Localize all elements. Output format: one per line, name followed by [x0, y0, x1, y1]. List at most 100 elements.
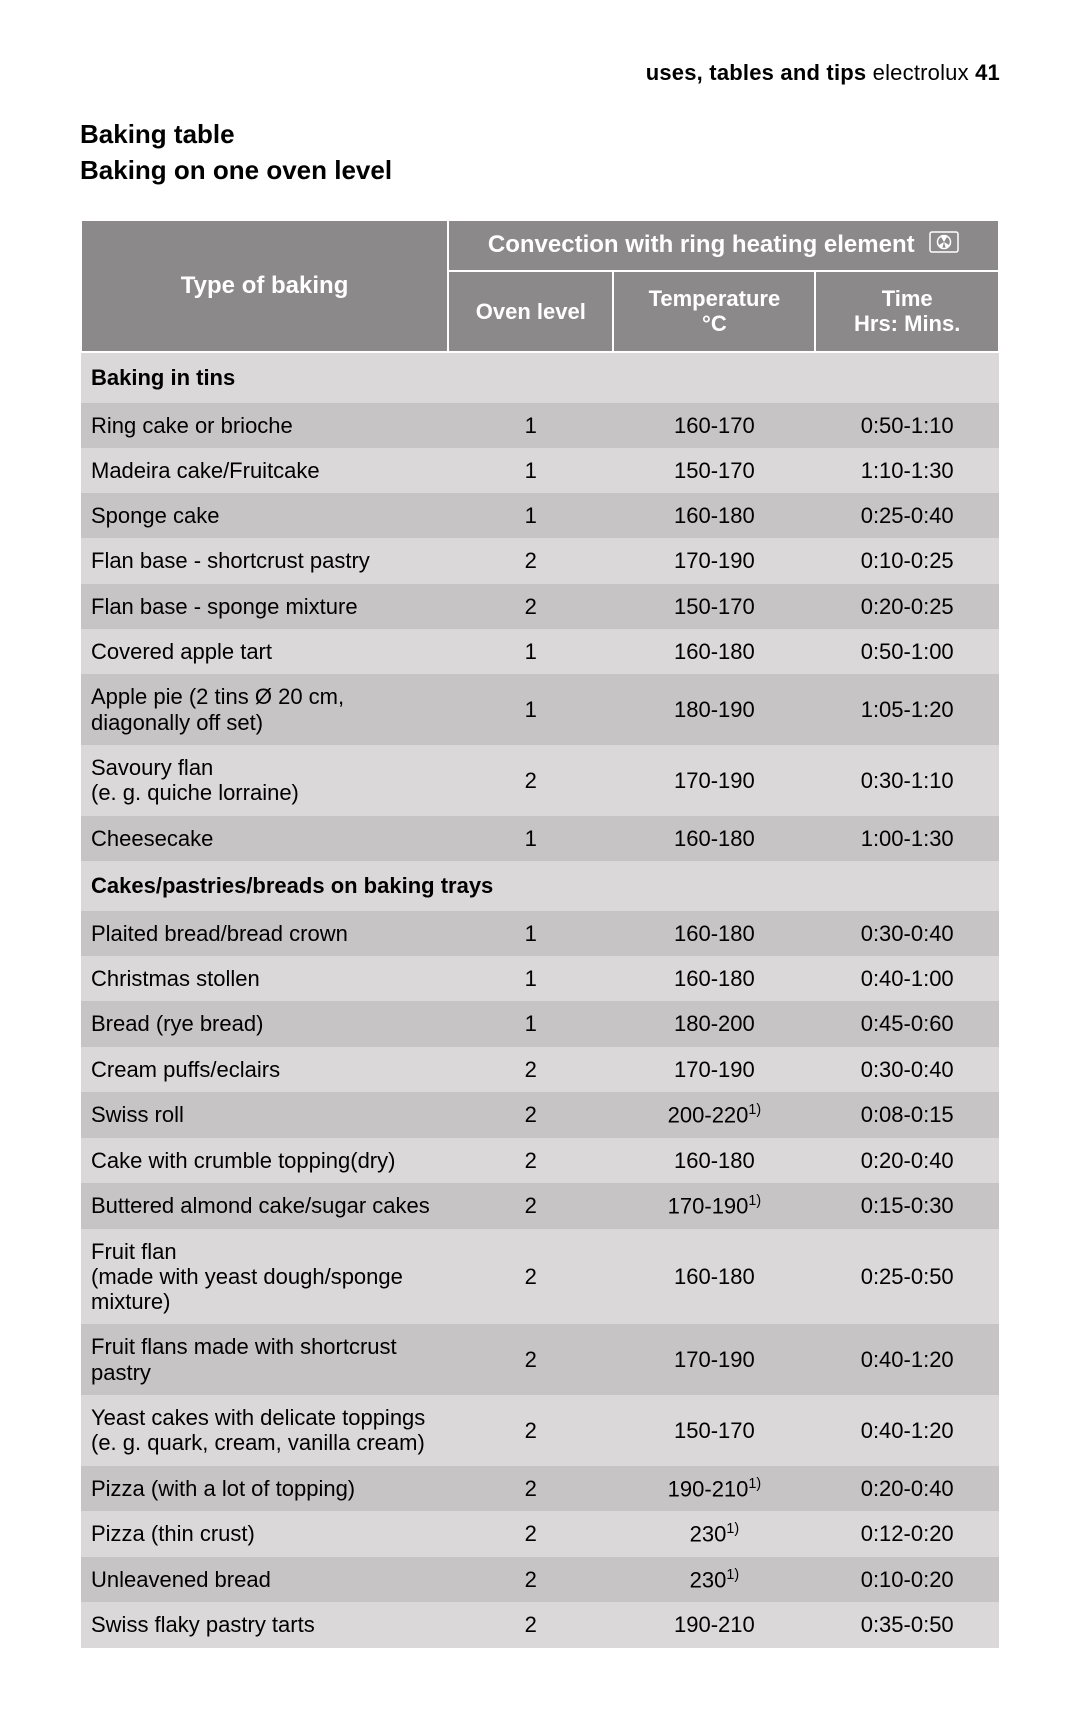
cell-temp: 170-190 [613, 538, 815, 583]
cell-temp: 190-210 [613, 1602, 815, 1647]
cell-time: 1:10-1:30 [815, 448, 999, 493]
cell-time: 1:05-1:20 [815, 674, 999, 745]
cell-temp: 200-2201) [613, 1092, 815, 1138]
page-header: uses, tables and tips electrolux 41 [80, 60, 1000, 86]
section-header: Cakes/pastries/breads on baking trays [81, 861, 999, 911]
cell-type: Unleavened bread [81, 1557, 448, 1603]
table-row: Cake with crumble topping(dry)2160-1800:… [81, 1138, 999, 1183]
table-row: Buttered almond cake/sugar cakes2170-190… [81, 1183, 999, 1229]
cell-type: Plaited bread/bread crown [81, 911, 448, 956]
cell-type: Sponge cake [81, 493, 448, 538]
table-row: Savoury flan(e. g. quiche lorraine)2170-… [81, 745, 999, 816]
table-row: Cream puffs/eclairs2170-1900:30-0:40 [81, 1047, 999, 1092]
cell-time: 0:10-0:25 [815, 538, 999, 583]
table-row: Fruit flans made with shortcrust pastry2… [81, 1324, 999, 1395]
cell-level: 2 [448, 1466, 613, 1512]
cell-temp: 190-2101) [613, 1466, 815, 1512]
header-page-number: 41 [975, 60, 1000, 85]
cell-level: 2 [448, 1183, 613, 1229]
cell-level: 2 [448, 1557, 613, 1603]
cell-time: 0:25-0:50 [815, 1229, 999, 1325]
col-header-level: Oven level [448, 271, 613, 352]
cell-level: 2 [448, 1602, 613, 1647]
cell-type: Pizza (with a lot of topping) [81, 1466, 448, 1512]
cell-level: 1 [448, 674, 613, 745]
cell-type: Ring cake or brioche [81, 403, 448, 448]
cell-type: Yeast cakes with delicate toppings(e. g.… [81, 1395, 448, 1466]
cell-type: Flan base - sponge mixture [81, 584, 448, 629]
table-row: Flan base - shortcrust pastry2170-1900:1… [81, 538, 999, 583]
cell-type: Pizza (thin crust) [81, 1511, 448, 1557]
document-page: uses, tables and tips electrolux 41 Baki… [0, 0, 1080, 1728]
cell-time: 0:25-0:40 [815, 493, 999, 538]
table-row: Bread (rye bread)1180-2000:45-0:60 [81, 1001, 999, 1046]
cell-temp: 180-200 [613, 1001, 815, 1046]
cell-type: Savoury flan(e. g. quiche lorraine) [81, 745, 448, 816]
cell-type: Bread (rye bread) [81, 1001, 448, 1046]
cell-type: Fruit flans made with shortcrust pastry [81, 1324, 448, 1395]
cell-level: 1 [448, 493, 613, 538]
cell-level: 2 [448, 1229, 613, 1325]
cell-time: 0:12-0:20 [815, 1511, 999, 1557]
cell-temp: 160-180 [613, 1138, 815, 1183]
title-line-2: Baking on one oven level [80, 152, 1000, 188]
col-header-convection-label: Convection with ring heating element [488, 231, 915, 258]
col-header-convection: Convection with ring heating element [448, 220, 999, 271]
cell-temp: 150-170 [613, 1395, 815, 1466]
cell-temp: 2301) [613, 1557, 815, 1603]
cell-level: 2 [448, 538, 613, 583]
table-row: Swiss roll2200-2201)0:08-0:15 [81, 1092, 999, 1138]
cell-level: 1 [448, 911, 613, 956]
cell-time: 0:50-1:10 [815, 403, 999, 448]
cell-time: 0:40-1:00 [815, 956, 999, 1001]
baking-table: Type of baking Convection with ring heat… [80, 219, 1000, 1648]
cell-time: 0:20-0:25 [815, 584, 999, 629]
cell-level: 1 [448, 448, 613, 493]
section-header: Baking in tins [81, 352, 999, 403]
cell-level: 1 [448, 956, 613, 1001]
cell-temp: 170-190 [613, 1047, 815, 1092]
cell-temp: 160-180 [613, 493, 815, 538]
table-row: Plaited bread/bread crown1160-1800:30-0:… [81, 911, 999, 956]
cell-time: 0:20-0:40 [815, 1138, 999, 1183]
cell-type: Buttered almond cake/sugar cakes [81, 1183, 448, 1229]
cell-temp: 160-170 [613, 403, 815, 448]
table-row: Pizza (with a lot of topping)2190-2101)0… [81, 1466, 999, 1512]
cell-type: Christmas stollen [81, 956, 448, 1001]
col-header-time: TimeHrs: Mins. [815, 271, 999, 352]
col-header-time-label: TimeHrs: Mins. [854, 286, 960, 336]
cell-time: 0:20-0:40 [815, 1466, 999, 1512]
cell-temp: 2301) [613, 1511, 815, 1557]
table-row: Fruit flan(made with yeast dough/sponge … [81, 1229, 999, 1325]
table-row: Pizza (thin crust)22301)0:12-0:20 [81, 1511, 999, 1557]
cell-temp: 160-180 [613, 911, 815, 956]
cell-temp: 150-170 [613, 584, 815, 629]
cell-temp: 160-180 [613, 816, 815, 861]
cell-level: 2 [448, 1138, 613, 1183]
col-header-type: Type of baking [81, 220, 448, 352]
cell-type: Swiss roll [81, 1092, 448, 1138]
table-row: Sponge cake1160-1800:25-0:40 [81, 493, 999, 538]
cell-level: 2 [448, 1324, 613, 1395]
cell-type: Swiss flaky pastry tarts [81, 1602, 448, 1647]
cell-temp: 170-190 [613, 1324, 815, 1395]
table-row: Covered apple tart1160-1800:50-1:00 [81, 629, 999, 674]
cell-type: Fruit flan(made with yeast dough/sponge … [81, 1229, 448, 1325]
cell-temp: 170-190 [613, 745, 815, 816]
cell-temp: 170-1901) [613, 1183, 815, 1229]
cell-time: 1:00-1:30 [815, 816, 999, 861]
cell-time: 0:35-0:50 [815, 1602, 999, 1647]
title-line-1: Baking table [80, 116, 1000, 152]
cell-temp: 180-190 [613, 674, 815, 745]
cell-type: Apple pie (2 tins Ø 20 cm, diagonally of… [81, 674, 448, 745]
table-row: Apple pie (2 tins Ø 20 cm, diagonally of… [81, 674, 999, 745]
col-header-temp: Temperature°C [613, 271, 815, 352]
cell-type: Covered apple tart [81, 629, 448, 674]
cell-level: 2 [448, 1047, 613, 1092]
cell-type: Madeira cake/Fruitcake [81, 448, 448, 493]
cell-level: 1 [448, 816, 613, 861]
table-row: Madeira cake/Fruitcake1150-1701:10-1:30 [81, 448, 999, 493]
cell-level: 1 [448, 1001, 613, 1046]
cell-level: 1 [448, 629, 613, 674]
cell-type: Cake with crumble topping(dry) [81, 1138, 448, 1183]
